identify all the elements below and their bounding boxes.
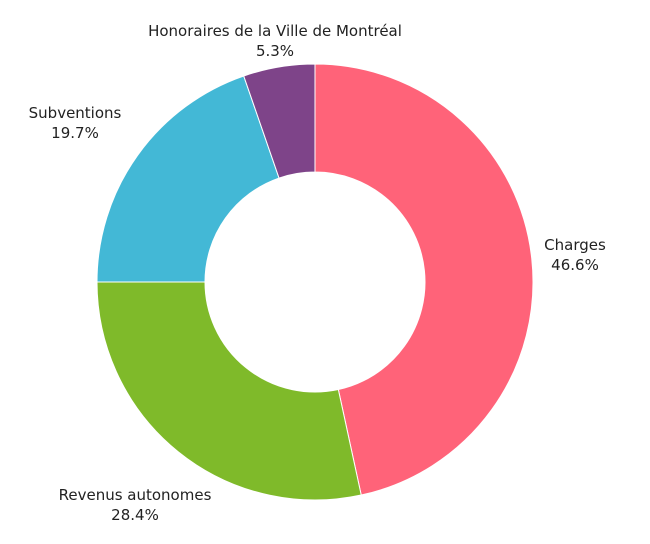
slice-value-label-revenus-autonomes: 28.4%	[111, 506, 159, 524]
slice-label-subventions: Subventions	[29, 104, 122, 122]
slice-subventions[interactable]	[96, 75, 280, 283]
slice-value-label-subventions: 19.7%	[51, 124, 99, 142]
slice-label-charges: Charges	[544, 236, 606, 254]
slice-value-label-charges: 46.6%	[551, 256, 599, 274]
slice-revenus-autonomes[interactable]	[96, 281, 362, 501]
slice-label-revenus-autonomes: Revenus autonomes	[59, 486, 212, 504]
slice-honoraires-de-la-ville-de-montreal[interactable]	[243, 63, 316, 179]
slices-group	[96, 63, 534, 501]
labels-group: Charges 46.6% Revenus autonomes 28.4% Subven…	[29, 22, 606, 524]
slice-label-honoraires-de-la-ville-de-montreal: Honoraires de la Ville de Montréal	[148, 22, 402, 40]
slice-value-label-honoraires-de-la-ville-de-montreal: 5.3%	[256, 42, 294, 60]
slice-charges[interactable]	[314, 63, 534, 496]
